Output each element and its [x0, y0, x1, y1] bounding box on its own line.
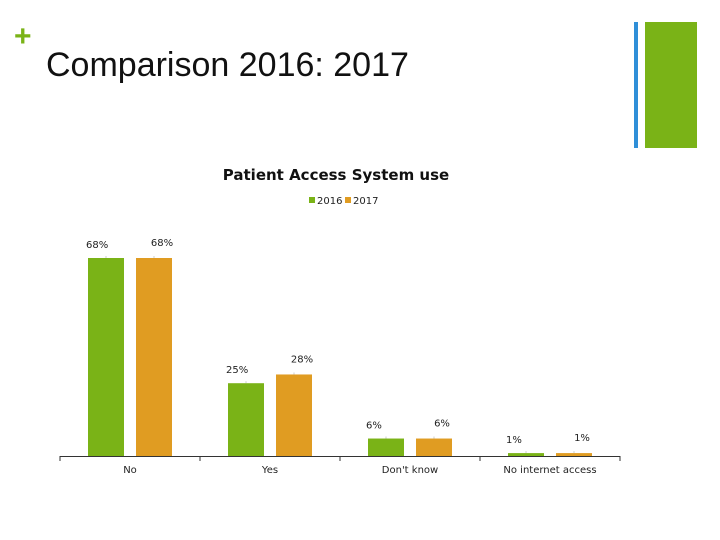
bar-2017-1 — [276, 374, 312, 456]
legend-swatch-2016 — [309, 197, 315, 203]
bar-2017-0 — [136, 258, 172, 456]
category-label-0: No — [123, 465, 137, 476]
data-label-2016-0: 68% — [86, 240, 108, 251]
chart-title: Patient Access System use — [223, 166, 449, 184]
legend-label-2017: 2017 — [353, 196, 378, 207]
data-label-2016-2: 6% — [366, 421, 382, 432]
data-label-2017-2: 6% — [434, 419, 450, 430]
legend-label-2016: 2016 — [317, 196, 342, 207]
decorative-green-block — [645, 22, 697, 148]
category-label-3: No internet access — [503, 465, 596, 476]
data-label-2017-0: 68% — [151, 238, 173, 249]
bar-2016-3 — [508, 453, 544, 456]
bar-2016-0 — [88, 258, 124, 456]
bar-2016-2 — [368, 438, 404, 456]
data-label-2016-3: 1% — [506, 435, 522, 446]
bar-2016-1 — [228, 383, 264, 456]
plus-icon: + — [14, 20, 32, 53]
bar-2017-2 — [416, 438, 452, 456]
data-label-2016-1: 25% — [226, 365, 248, 376]
data-label-2017-3: 1% — [574, 433, 590, 444]
legend-swatch-2017 — [345, 197, 351, 203]
category-label-2: Don't know — [382, 465, 438, 476]
category-label-1: Yes — [261, 465, 278, 476]
slide-title: Comparison 2016: 2017 — [46, 46, 409, 84]
data-label-2017-1: 28% — [291, 354, 313, 365]
bar-2017-3 — [556, 453, 592, 456]
decorative-blue-stripe — [634, 22, 638, 148]
